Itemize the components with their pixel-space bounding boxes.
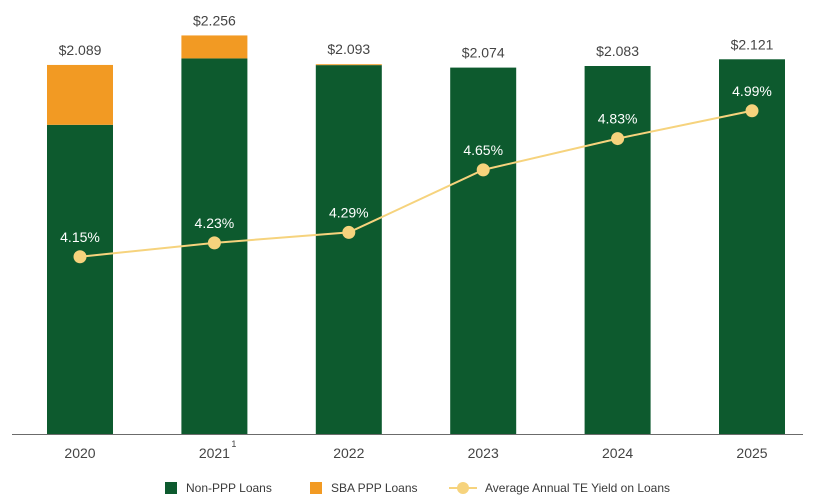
x-tick-label-2023: 2023 [468, 445, 499, 461]
bar-sba-ppp-2021 [181, 35, 248, 59]
legend-swatch-yield [449, 482, 477, 494]
x-tick-label-2022: 2022 [333, 445, 364, 461]
legend-item-sba-ppp: SBA PPP Loans [310, 478, 418, 498]
yield-point-2024 [611, 132, 625, 146]
yield-point-2025 [745, 104, 759, 118]
x-tick-label-2021: 2021 [199, 445, 230, 461]
bar-non-ppp-2022 [315, 65, 382, 435]
legend-swatch-sba-ppp [310, 482, 322, 494]
yield-point-2023 [476, 163, 490, 177]
total-label-2021: $2.256 [193, 12, 236, 28]
yield-label-2021: 4.23% [195, 215, 235, 231]
yield-label-2022: 4.29% [329, 204, 369, 220]
x-tick-label-2025: 2025 [736, 445, 767, 461]
legend: Non-PPP Loans SBA PPP Loans Average Annu… [0, 478, 815, 498]
yield-point-2021 [207, 236, 221, 250]
yield-line [79, 109, 753, 258]
bar-non-ppp-2023 [450, 67, 517, 435]
bar-non-ppp-2025 [719, 59, 785, 434]
x-tick-superscript-2021: 1 [231, 439, 236, 449]
total-label-2025: $2.121 [731, 36, 774, 52]
total-label-2022: $2.093 [327, 41, 370, 57]
bar-sba-ppp-2022 [315, 64, 382, 66]
bar-non-ppp-2020 [47, 124, 113, 434]
loans-chart: $2.089 $2.256 $2.093 $2.074 $2.083 $2.121 2020… [12, 12, 803, 461]
total-label-2023: $2.074 [462, 45, 505, 61]
bar-sba-ppp-2020 [47, 64, 113, 125]
yield-label-2023: 4.65% [463, 142, 503, 158]
yield-label-2025: 4.99% [732, 83, 772, 99]
legend-swatch-non-ppp [165, 482, 177, 494]
yield-label-2024: 4.83% [598, 111, 638, 127]
legend-label-yield: Average Annual TE Yield on Loans [485, 481, 671, 495]
total-label-2024: $2.083 [596, 43, 639, 59]
legend-item-yield: Average Annual TE Yield on Loans [449, 478, 670, 498]
yield-point-2022 [342, 225, 356, 239]
x-tick-label-2020: 2020 [64, 445, 95, 461]
legend-label-non-ppp: Non-PPP Loans [186, 481, 272, 495]
legend-item-non-ppp: Non-PPP Loans [165, 478, 272, 498]
bar-non-ppp-2024 [584, 66, 651, 435]
legend-label-sba-ppp: SBA PPP Loans [331, 481, 418, 495]
yield-label-2020: 4.15% [60, 229, 100, 245]
yield-point-2020 [73, 250, 87, 264]
total-label-2020: $2.089 [59, 42, 102, 58]
x-tick-label-2024: 2024 [602, 445, 633, 461]
